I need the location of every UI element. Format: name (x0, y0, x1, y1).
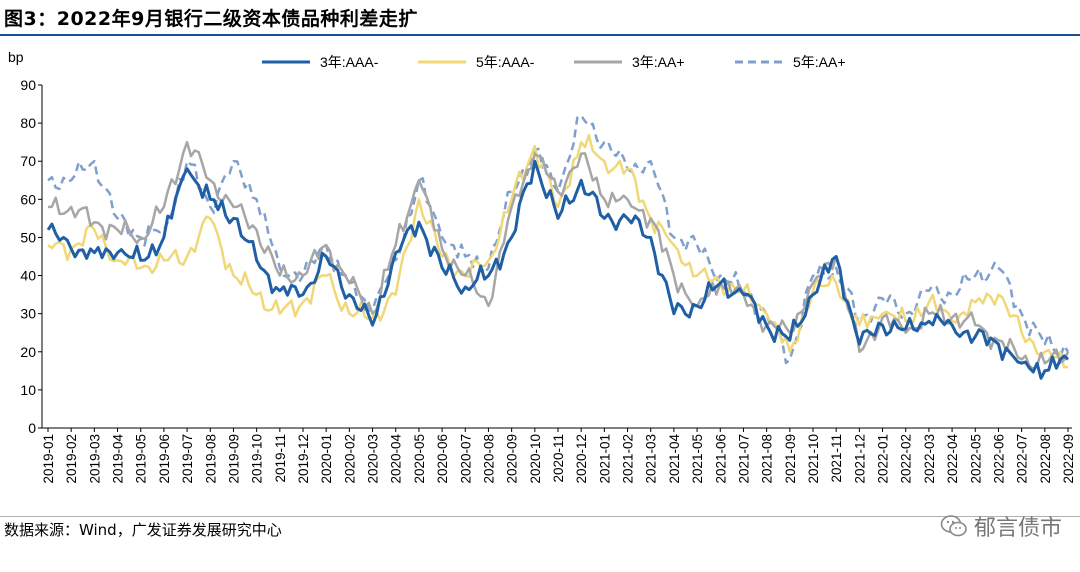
series-line-2 (47, 133, 1069, 369)
x-tick-label: 2020-06 (435, 434, 450, 484)
watermark: 郁言债市 (940, 510, 1062, 542)
x-tick-label: 2020-09 (505, 434, 520, 484)
x-tick-label: 2020-02 (342, 434, 357, 484)
x-tick-label: 2019-02 (64, 434, 79, 484)
series-line-3 (47, 140, 1070, 370)
x-tick-label: 2019-06 (157, 434, 172, 484)
x-tick-label: 2020-07 (458, 434, 473, 484)
x-tick-label: 2019-07 (180, 434, 195, 484)
x-tick-label: 2019-01 (41, 434, 56, 484)
x-tick-label: 2021-03 (644, 434, 659, 484)
y-tick-label: 0 (28, 420, 36, 436)
y-tick-label: 20 (20, 344, 36, 360)
x-tick-label: 2022-01 (876, 434, 891, 484)
x-tick-label: 2019-11 (273, 434, 288, 483)
x-tick-label: 2022-05 (968, 434, 983, 484)
y-tick-label: 50 (20, 229, 36, 245)
x-tick-label: 2019-05 (134, 434, 149, 484)
y-tick-label: 60 (20, 191, 36, 207)
series-line-4 (47, 114, 1070, 365)
legend-label-2: 5年:AAA- (476, 54, 535, 70)
x-tick-label: 2021-02 (621, 434, 636, 484)
y-axis-label: bp (8, 49, 24, 65)
y-tick-label: 90 (20, 77, 36, 93)
x-tick-label: 2019-12 (296, 434, 311, 484)
chart: bp 0 10 20 30 40 50 60 70 80 90 2019-01 2019-02 2019-… (8, 49, 1076, 484)
x-tick-label: 2022-03 (922, 434, 937, 484)
y-tick-label: 30 (20, 306, 36, 322)
x-tick-label: 2019-09 (226, 434, 241, 484)
x-tick-label: 2019-10 (250, 434, 265, 484)
x-tick-label: 2020-11 (551, 434, 566, 483)
x-tick-label: 2022-06 (991, 434, 1006, 484)
y-tick-label: 70 (20, 153, 36, 169)
y-tick-label: 80 (20, 115, 36, 131)
x-tick-label: 2021-07 (736, 434, 751, 484)
x-tick-label: 2020-08 (481, 434, 496, 484)
title-divider (0, 34, 1080, 36)
title-bar: 图3：2022年9月银行二级资本债品种利差走扩 (0, 0, 1080, 40)
source-note: 数据来源：Wind，广发证券发展研究中心 (4, 521, 282, 539)
x-tick-label: 2020-04 (389, 434, 404, 484)
footer-divider (0, 516, 1080, 517)
y-tick-label: 40 (20, 268, 36, 284)
legend-label-4: 5年:AA+ (793, 54, 846, 70)
x-tick-label: 2022-07 (1015, 434, 1030, 484)
x-tick-label: 2019-08 (203, 434, 218, 484)
x-tick-label: 2021-12 (852, 434, 867, 484)
series-line-1 (46, 159, 1070, 380)
x-tick-label: 2021-06 (713, 434, 728, 484)
x-tick-label: 2019-03 (87, 434, 102, 484)
watermark-text: 郁言债市 (973, 516, 1062, 541)
x-tick-label: 2020-12 (574, 434, 589, 484)
x-tick-label: 2020-01 (319, 434, 334, 484)
chart-title: 图3：2022年9月银行二级资本债品种利差走扩 (4, 8, 418, 30)
x-tick-label: 2020-03 (366, 434, 381, 484)
x-tick-label: 2021-05 (690, 434, 705, 484)
x-tick-label: 2020-10 (528, 434, 543, 484)
x-tick-label: 2022-08 (1038, 434, 1053, 484)
x-tick-label: 2020-05 (412, 434, 427, 484)
y-tick-label: 10 (20, 382, 36, 398)
x-tick-label: 2022-02 (899, 434, 914, 484)
x-tick-label: 2021-08 (760, 434, 775, 484)
x-tick-label: 2019-04 (111, 434, 126, 484)
x-tick-label: 2021-11 (829, 434, 844, 483)
x-tick-label: 2021-01 (597, 434, 612, 484)
x-tick-label: 2022-09 (1061, 434, 1076, 484)
x-tick-label: 2021-10 (806, 434, 821, 484)
legend-label-1: 3年:AAA- (320, 54, 379, 70)
x-tick-label: 2021-09 (783, 434, 798, 484)
x-tick-label: 2022-04 (945, 434, 960, 484)
wechat-icon (940, 515, 967, 537)
x-tick-label: 2021-04 (667, 434, 682, 484)
legend-label-3: 3年:AA+ (632, 54, 685, 70)
